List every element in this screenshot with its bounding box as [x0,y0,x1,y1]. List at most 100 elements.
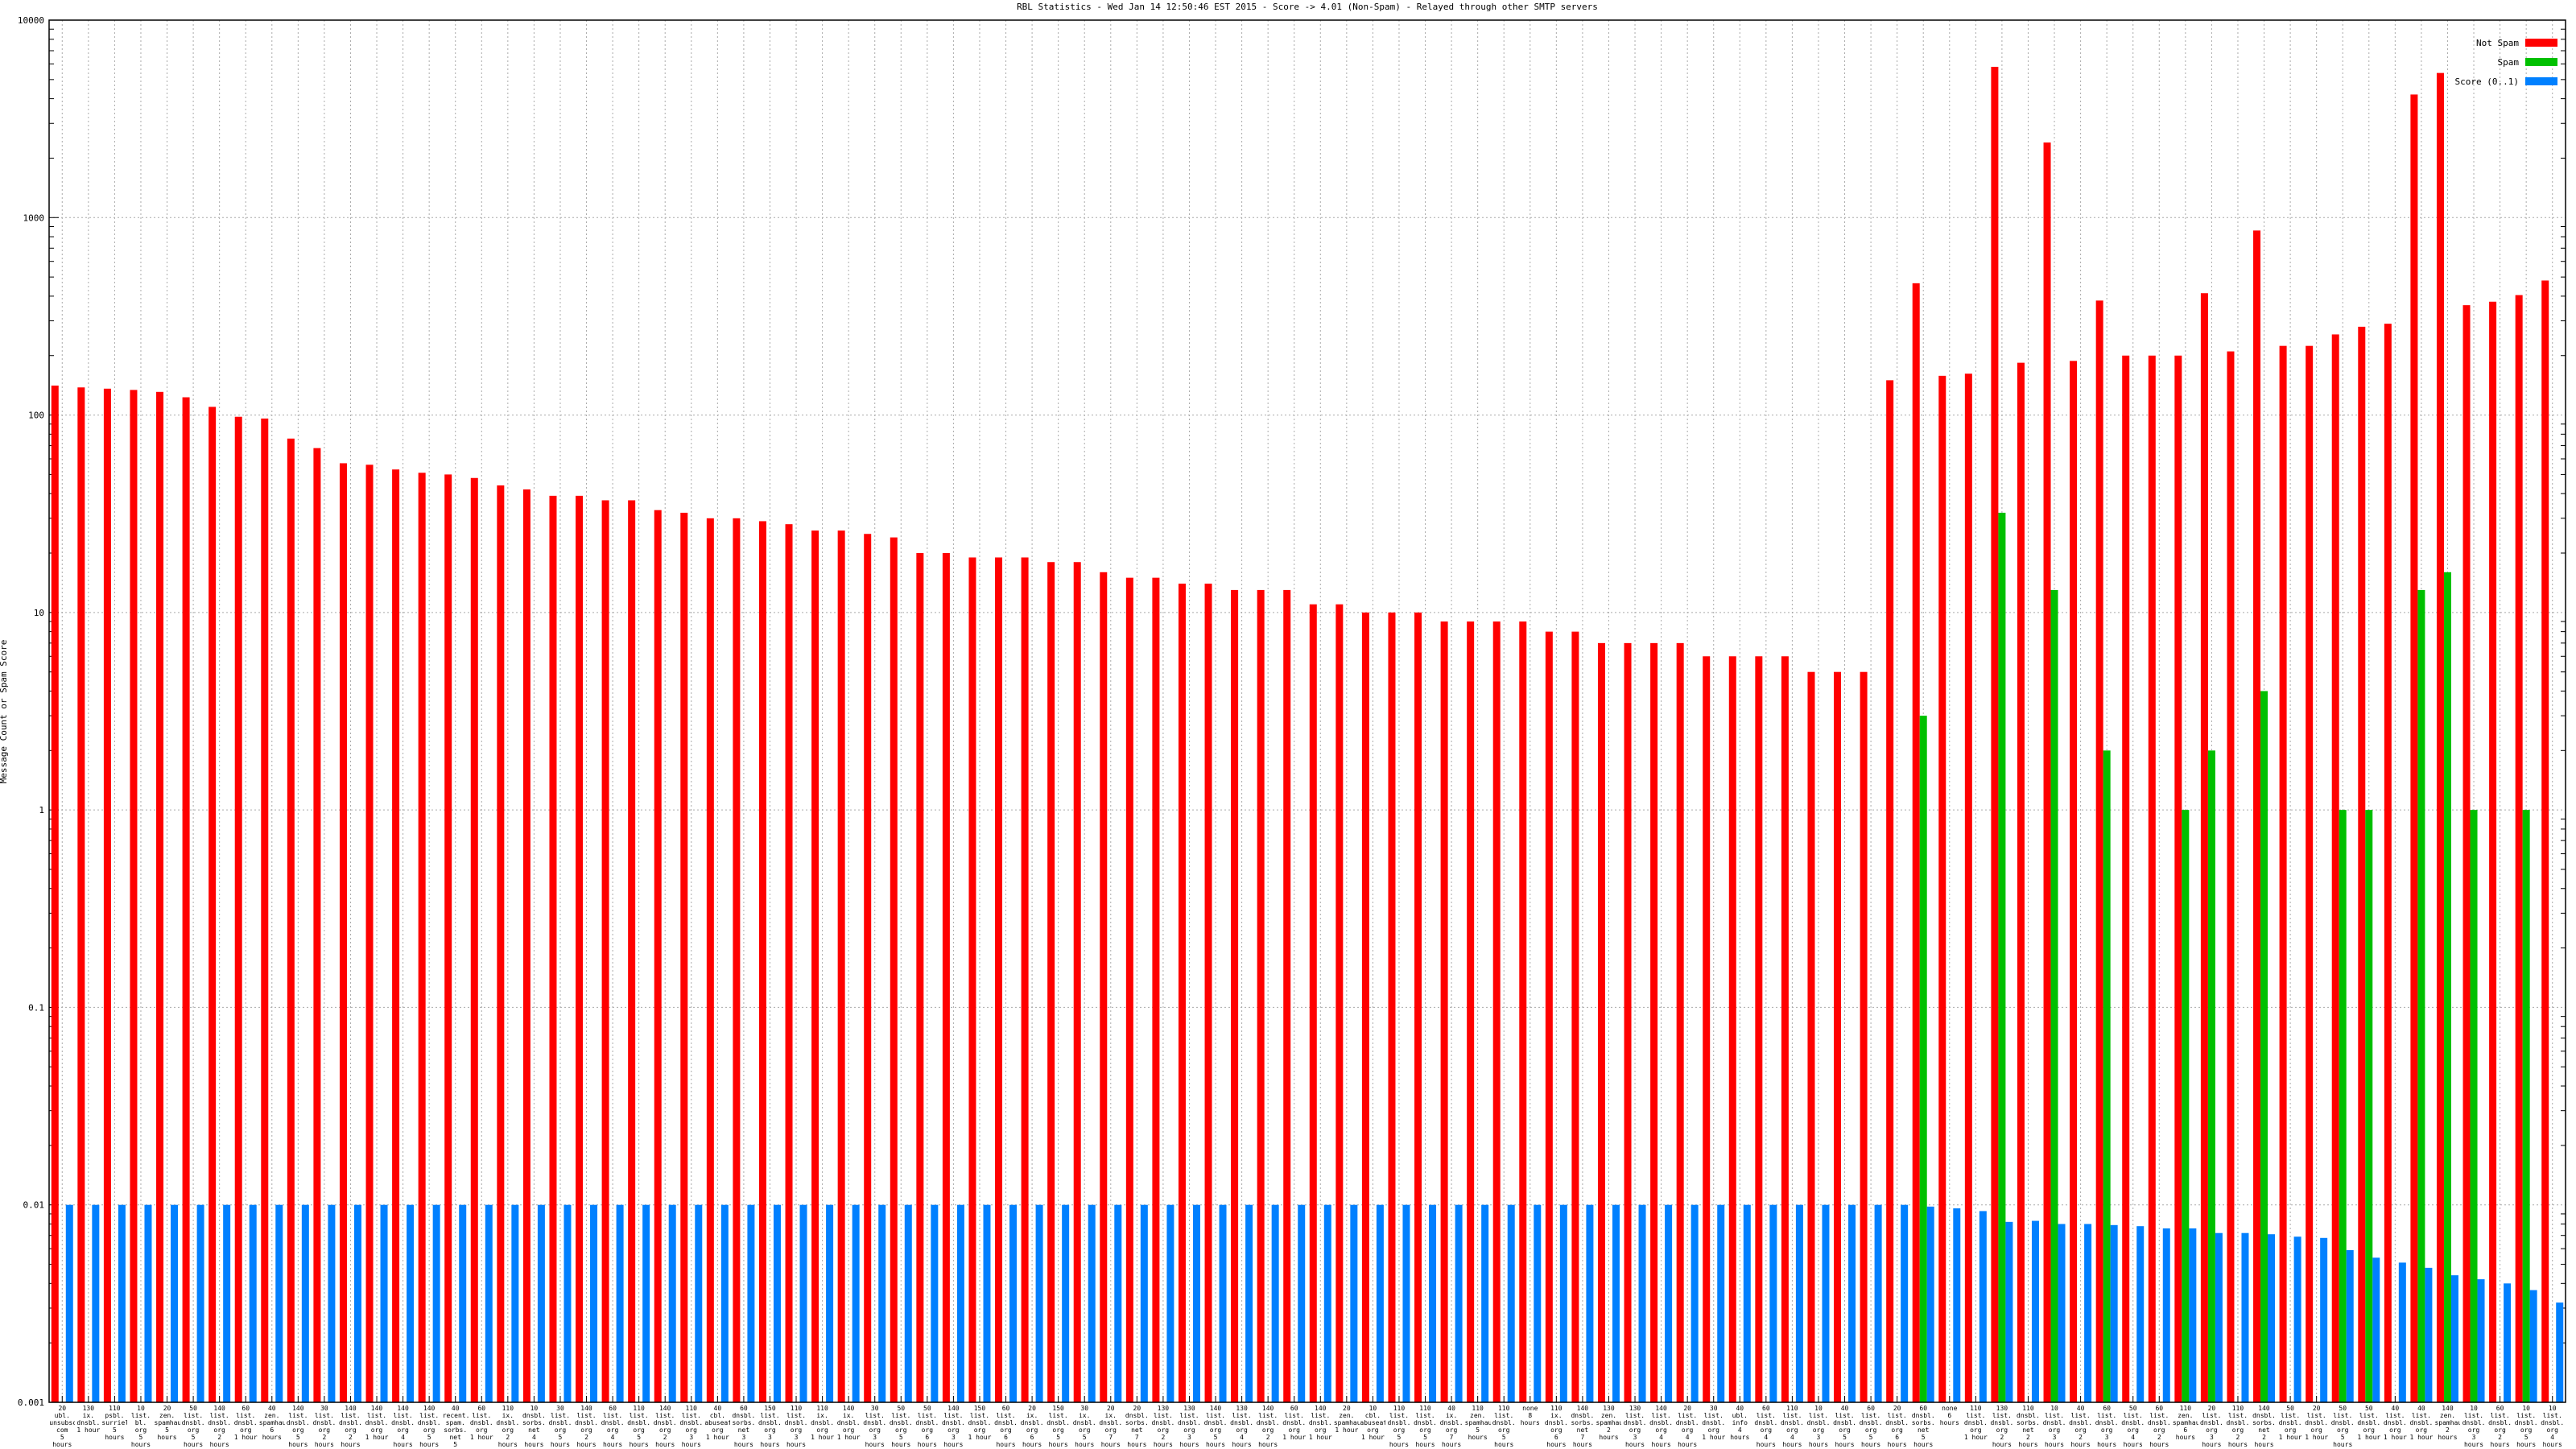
bar [1834,671,1842,1402]
x-tick-label: 140 list. dnsbl. org 5 hours [286,1405,310,1448]
bar [2398,1262,2406,1402]
x-tick-label: none 8 hours [1520,1405,1540,1426]
bar [2227,351,2235,1402]
bar [2174,355,2182,1403]
bar [1650,642,1658,1402]
bar [1519,621,1527,1402]
bar [2050,589,2058,1402]
bar [1455,1204,1463,1402]
x-tick-label: 40 list. dnsbl. org 5 hours [1833,1405,1856,1448]
bar [1964,374,1972,1402]
bar [2504,1283,2512,1402]
bar [1166,1204,1174,1402]
bar [2070,361,2078,1402]
bar [1597,642,1605,1402]
bar [654,510,662,1402]
x-tick-label: 110 list. dnsbl. org 5 hours [627,1405,651,1448]
bar [1998,512,2006,1402]
bar [1755,656,1763,1402]
bar [2522,810,2530,1402]
bar [2189,1228,2197,1402]
bar [392,469,400,1402]
x-tick-label: 140 list. dnsbl. org 1 hour [365,1405,389,1441]
x-tick-label: 40 zen. spamhaus. 6 hours [258,1405,285,1441]
plot-frame [48,19,2566,1403]
bar [1088,1204,1096,1402]
bar [65,1204,73,1402]
bar [2320,1237,2328,1402]
x-tick-label: 30 list. dnsbl. org 3 hours [863,1405,887,1448]
x-tick-label: 110 list. dnsbl. org 3 hours [784,1405,808,1448]
bar [1219,1204,1227,1402]
bar [1429,1204,1437,1402]
x-tick-label: 40 cbl. abuseat. org 1 hour [704,1405,731,1441]
x-tick-label: 140 ix. dnsbl. org 1 hour [836,1405,861,1441]
bar [2095,300,2103,1403]
bar [1912,283,1920,1403]
bar [287,438,295,1402]
x-tick-label: 50 list. dnsbl. org 4 hours [2121,1405,2145,1448]
bar [522,489,530,1403]
x-tick-label: 20 zen. spamhaus. 5 hours [154,1405,180,1441]
bar [2436,72,2444,1402]
x-tick-label: 40 list. dnsbl. org 1 hour [2383,1405,2407,1441]
bar [1860,671,1868,1402]
bar [1361,612,1369,1402]
bar [2162,1228,2170,1402]
x-tick-label: 130 ix. dnsbl. 1 hour [76,1405,101,1434]
x-tick-label: 110 list. dnsbl. org 4 hours [1780,1405,1804,1448]
bar [785,524,793,1402]
bar [1388,612,1396,1402]
bar [2084,1224,2092,1402]
x-tick-label: 110 list. dnsbl. org 5 hours [1492,1405,1516,1448]
bar [2136,1226,2145,1402]
bar [904,1204,912,1402]
x-tick-label: 150 list. dnsbl. org 3 hours [758,1405,782,1448]
bar [407,1204,415,1402]
bar [1152,577,1160,1402]
bar [328,1204,336,1402]
bar [1953,1208,1961,1402]
x-tick-label: 130 list. dnsbl. org 3 hours [1178,1405,1201,1448]
bar [2058,1224,2066,1402]
bar [2443,572,2451,1402]
y-axis-label: Message Count or Spam Score [0,640,9,784]
y-tick-label: 0.01 [23,1200,45,1211]
bar [1743,1204,1751,1402]
x-tick-label: 60 list. dnsbl. org 4 hours [1754,1405,1778,1448]
bar [380,1204,388,1402]
x-tick-label: 20 dnsbl. sorbs. net 7 hours [1125,1405,1149,1448]
bar [1298,1204,1306,1402]
bar [549,495,557,1402]
bar [2489,301,2497,1402]
bar [2410,94,2418,1402]
bar [2450,1275,2458,1402]
x-tick-label: 140 list. dnsbl. org 5 hours [417,1405,441,1448]
bar [432,1204,440,1402]
bar [313,448,321,1403]
bar [1886,380,1894,1402]
x-tick-label: 50 list. dnsbl. org 6 hours [915,1405,939,1448]
bar [1178,584,1186,1402]
bar [1822,1204,1830,1402]
bar [2515,295,2523,1402]
bar [852,1204,860,1402]
bar [2005,1221,2013,1402]
x-tick-label: 130 zen. spamhaus. 2 hours [1596,1405,1622,1441]
x-tick-label: 140 zen. spamhaus. 2 hours [2434,1405,2461,1441]
x-tick-label: 60 list. dnsbl. org 6 hours [994,1405,1018,1448]
x-tick-label: 60 dnsbl. sorbs. net 5 hours [1911,1405,1935,1448]
x-tick-label: 10 list. dnsbl. org 5 hours [2514,1405,2538,1448]
bar [2462,305,2471,1402]
x-tick-label: none 6 hours [1939,1405,1959,1426]
legend-swatch [2525,58,2557,66]
bar [576,495,584,1402]
x-tick-label: 10 cbl. abuseat. org 1 hour [1360,1405,1386,1441]
bar [1481,1204,1489,1402]
x-tick-label: 140 list. dnsbl. org 4 hours [1649,1405,1674,1448]
x-tick-label: 10 list. dnsbl. org 3 hours [1806,1405,1831,1448]
x-tick-label: 40 list. dnsbl. org 1 hour [2409,1405,2434,1441]
bar [261,418,269,1402]
bar [2017,362,2025,1403]
